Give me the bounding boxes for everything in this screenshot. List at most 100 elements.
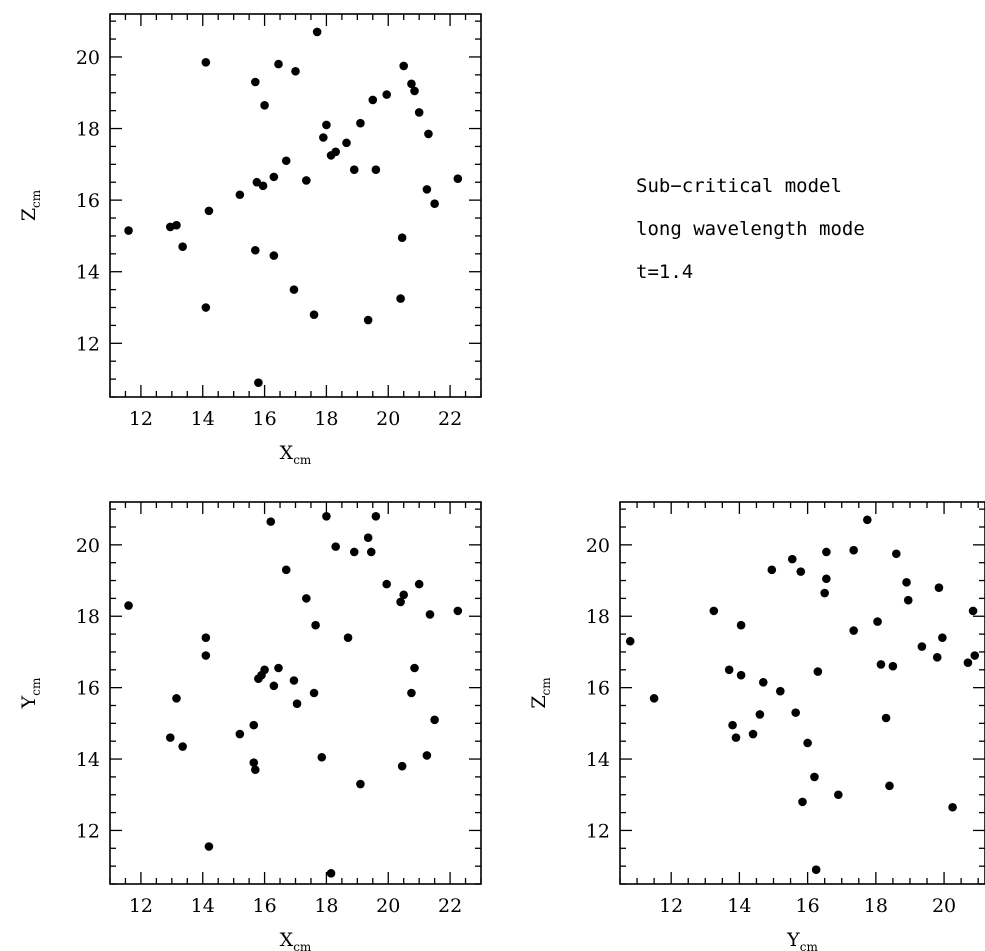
yz-y-tick-label: 20 [586, 535, 610, 557]
annotation-time: t=1.4 [636, 261, 694, 283]
xy-data-point [165, 733, 175, 742]
xz-data-point [349, 165, 359, 175]
panel-yz-scatter: 12 14 16 18 20 12 14 16 18 20 Ycm Zcm [528, 501, 985, 951]
xz-data-point [312, 27, 322, 37]
yz-data-point [776, 686, 785, 696]
xz-data-point [235, 190, 245, 200]
annotation-mode-name: long wavelength mode [636, 218, 865, 240]
xz-data-point [281, 156, 291, 166]
yz-y-axis-label: Zcm [528, 677, 553, 709]
yz-data-point [963, 658, 973, 667]
yz-data-point [736, 620, 746, 630]
yz-data-point [728, 720, 737, 730]
yz-data-point [796, 567, 806, 576]
xy-data-point [201, 633, 211, 642]
xy-x-tick-label: 16 [252, 895, 276, 917]
xz-x-tick-label: 22 [438, 408, 462, 430]
xy-data-point [269, 681, 279, 691]
panel-xy-scatter: 12 14 16 18 20 22 12 14 16 18 20 Xcm Ycm [18, 501, 482, 951]
xz-data-point [260, 100, 269, 110]
xy-data-point [249, 758, 259, 767]
yz-data-point [820, 588, 829, 598]
xz-x-tick-label: 16 [252, 408, 276, 430]
yz-x-tick-label: 20 [932, 895, 956, 917]
xy-data-point [235, 729, 245, 739]
xz-data-point [371, 165, 381, 175]
xz-data-point [269, 172, 279, 182]
xz-data-point [254, 378, 263, 387]
yz-data-point [787, 554, 797, 564]
xy-data-point [397, 761, 407, 771]
yz-data-point [813, 667, 823, 676]
xz-y-tick-label: 18 [76, 119, 100, 141]
xy-data-point [414, 579, 424, 589]
xy-y-tick-label: 18 [76, 606, 100, 628]
xy-x-axis-label: Xcm [280, 929, 312, 951]
yz-y-tick-label: 16 [586, 678, 610, 700]
yz-data-point [822, 574, 831, 584]
xy-y-tick-label: 16 [76, 678, 100, 700]
yz-data-point [932, 652, 942, 662]
yz-data-point [709, 606, 719, 616]
yz-data-point [803, 738, 812, 748]
yz-data-point [811, 865, 821, 875]
xz-data-point [407, 79, 416, 89]
xy-data-point [363, 533, 373, 543]
yz-data-point [822, 547, 831, 557]
xy-data-point [178, 742, 187, 751]
yz-x-tick-label: 12 [659, 895, 683, 917]
xz-data-point [172, 220, 181, 230]
yz-y-tick-label: 12 [586, 820, 610, 842]
xz-y-tick-label: 16 [76, 190, 100, 212]
xz-data-point [399, 61, 409, 71]
yz-data-point [863, 515, 872, 525]
xz-data-point [289, 285, 299, 294]
xz-data-point [204, 206, 214, 216]
yz-data-point [736, 670, 746, 680]
xy-data-point [356, 779, 365, 789]
xz-data-point [258, 181, 268, 191]
yz-data-point [724, 665, 734, 675]
xy-data-point [266, 517, 276, 526]
xy-data-point [251, 765, 260, 775]
xy-y-axis-label: Ycm [18, 677, 43, 709]
yz-data-point [892, 549, 901, 559]
xz-data-point [274, 59, 283, 69]
xz-x-tick-label: 18 [314, 408, 338, 430]
xy-data-point [422, 751, 432, 760]
xy-data-point [331, 542, 340, 551]
xy-x-tick-label: 14 [191, 895, 215, 917]
xz-data-point [356, 118, 365, 128]
xy-data-point [249, 720, 259, 730]
xy-data-point [281, 565, 291, 575]
xy-data-point [349, 547, 359, 557]
xz-data-point [178, 242, 187, 251]
xy-data-point [311, 620, 320, 630]
xz-data-point [422, 185, 432, 194]
xy-data-point [274, 663, 283, 673]
yz-data-point [731, 733, 741, 742]
xz-data-point [382, 90, 392, 99]
xz-x-tick-label: 12 [129, 408, 153, 430]
yz-data-point [810, 772, 819, 782]
yz-data-point [834, 790, 843, 800]
xy-data-point [172, 694, 181, 703]
xy-y-tick-label: 12 [76, 820, 100, 842]
yz-data-point [888, 661, 898, 671]
yz-data-point [849, 545, 858, 555]
yz-data-point [791, 708, 800, 717]
xz-data-point [201, 303, 211, 312]
xz-data-point [302, 176, 311, 185]
xy-x-tick-label: 18 [314, 895, 338, 917]
xy-data-point [124, 601, 133, 610]
yz-data-point [917, 642, 927, 651]
xy-data-point [399, 590, 409, 600]
yz-data-point [876, 660, 886, 669]
xy-x-tick-label: 12 [129, 895, 153, 917]
xz-y-tick-label: 12 [76, 333, 100, 355]
xy-data-point [292, 699, 302, 709]
xz-data-point [397, 233, 407, 243]
yz-y-tick-label: 14 [586, 749, 610, 771]
xz-data-point [251, 245, 260, 255]
xy-data-point [396, 597, 405, 607]
